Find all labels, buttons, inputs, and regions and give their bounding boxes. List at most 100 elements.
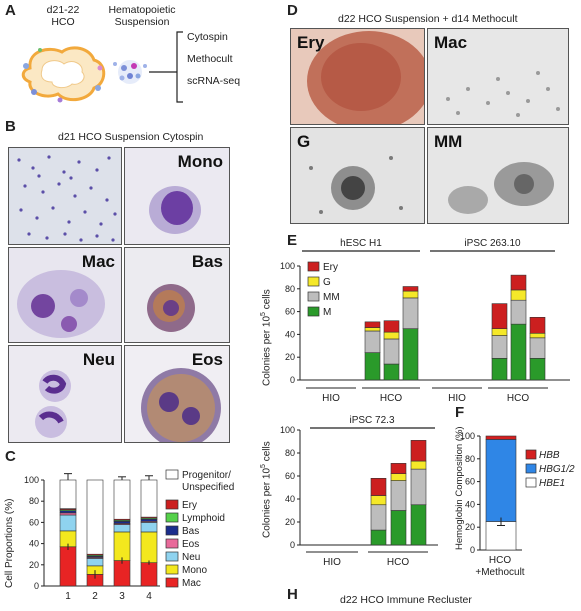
chart-c-legend-swatch [165, 499, 179, 510]
chart-e-bottom-x-tick-label: HIO [323, 557, 341, 568]
chart-e-bottom-bar-segment [390, 480, 407, 511]
chart-e-top-legend-swatch [307, 276, 320, 287]
chart-e-top-bar-segment [402, 290, 419, 299]
chart-e-top-y-tick-label: 60 [285, 307, 295, 317]
chart-c-legend-swatch [165, 577, 179, 588]
chart-f-y-tick-label: 100 [460, 431, 475, 441]
assay-bracket [149, 31, 183, 103]
chart-e-bottom-bar-segment [390, 510, 407, 546]
assay-list: Cytospin Methocult scRNA-seq [187, 26, 240, 92]
chart-e-top-bar-segment [491, 328, 508, 336]
chart-e-bottom-bar-segment [410, 440, 427, 462]
chart-e-top-legend-label: G [323, 277, 331, 288]
chart-c-x-tick-label: 4 [146, 591, 152, 602]
chart-e-top-bar-segment [529, 317, 546, 334]
chart-f-x-label: +Methocult [475, 567, 524, 578]
chart-c-y-tick-label: 0 [34, 581, 39, 591]
chart-e-top-bar-segment [529, 337, 546, 359]
chart-c-legend-label: Ery [182, 500, 197, 511]
suspension-label: Hematopoietic Suspension [108, 4, 176, 28]
methocult-g-image: G [290, 127, 425, 224]
chart-e-bottom-y-tick-label: 20 [285, 517, 295, 527]
chart-f-y-tick-label: 40 [465, 499, 475, 509]
chart-f-bar-segment [485, 435, 517, 440]
chart-c-bar-segment [140, 522, 158, 533]
chart-e-bottom-group-label: iPSC 72.3 [349, 415, 394, 426]
chart-f-legend-label: HBE1 [539, 478, 565, 489]
chart-e-top-bar-segment [364, 352, 381, 381]
chart-c-legend-label: Eos [182, 539, 199, 550]
chart-e-top-legend-swatch [307, 291, 320, 302]
panel-d-title: d22 HCO Suspension + d14 Methocult [338, 13, 518, 25]
chart-c-bar-segment [86, 558, 104, 567]
chart-c-legend-label: Unspecified [182, 482, 234, 493]
chart-e-bottom-bar-segment [370, 529, 387, 546]
chart-e-top-legend-swatch [307, 261, 320, 272]
chart-c-bar-segment [140, 518, 158, 522]
chart-e-top-legend-label: MM [323, 292, 340, 303]
chart-e-top-y-tick-label: 80 [285, 284, 295, 294]
chart-e-top-bar-segment [510, 299, 527, 325]
chart-c-legend-label: Mono [182, 565, 207, 576]
chart-c-y-tick-label: 20 [29, 560, 39, 570]
panel-a-letter: A [5, 2, 16, 19]
chart-e-top-bar-segment [491, 335, 508, 359]
chart-e-top-y-tick-label: 40 [285, 329, 295, 339]
chart-c-bar-segment [140, 479, 158, 518]
chart-c-y-tick-label: 60 [29, 517, 39, 527]
chart-c-bar-segment [59, 546, 77, 587]
chart-c-legend-swatch [165, 538, 179, 549]
chart-f-y-tick-label: 60 [465, 477, 475, 487]
methocult-mm-image: MM [427, 127, 569, 224]
chart-c-legend-label: Progenitor/ [182, 470, 231, 481]
chart-c-legend-label: Bas [182, 526, 199, 537]
chart-e-bottom-bar-segment [410, 504, 427, 546]
chart-c-legend-label: Mac [182, 578, 201, 589]
chart-e-bottom-y-tick-label: 0 [290, 540, 295, 550]
chart-c-y-tick-label: 40 [29, 539, 39, 549]
chart-e-bottom-x-tick-label: HCO [387, 557, 409, 568]
chart-e-top-bar-segment [510, 289, 527, 301]
chart-c-y-tick-label: 100 [24, 475, 39, 485]
panel-b-title: d21 HCO Suspension Cytospin [58, 131, 204, 143]
chart-c-bar-segment [86, 479, 104, 555]
chart-f-y-tick-label: 20 [465, 522, 475, 532]
assay-item: scRNA-seq [187, 75, 241, 87]
organoid-label: d21-22 HCO [46, 4, 80, 28]
chart-c-legend-swatch [165, 525, 179, 536]
cytospin-mac-image: Mac [8, 247, 122, 343]
chart-c-bar-segment [59, 512, 77, 516]
chart-e-top-x-tick-label: HCO [507, 393, 529, 404]
methocult-mm-label: MM [434, 132, 463, 151]
chart-e-top-bar-segment [364, 330, 381, 353]
chart-e-bottom-y-tick-label: 40 [285, 494, 295, 504]
chart-c-bar-segment [59, 514, 77, 532]
methocult-ery-image: Ery [290, 28, 425, 125]
chart-e-top-legend-label: M [323, 307, 331, 318]
chart-e-top-bar-segment [491, 358, 508, 381]
chart-e-top-y-tick-label: 100 [280, 261, 295, 271]
chart-e-bottom-bar-segment [370, 478, 387, 496]
chart-e-top-bar-segment [402, 328, 419, 381]
cytospin-eos-image: Eos [124, 345, 230, 443]
chart-c-legend-swatch [165, 551, 179, 562]
chart-e-bottom-bar-segment [390, 463, 407, 474]
cytospin-bas-image: Bas [124, 247, 230, 343]
chart-e-top-y-tick-label: 0 [290, 375, 295, 385]
chart-e-bottom-bar-segment [370, 495, 387, 506]
chart-f-y-tick-label: 0 [470, 545, 475, 555]
methocult-g-label: G [297, 132, 311, 151]
chart-c-bar-segment [59, 479, 77, 509]
chart-f-bar-segment [485, 439, 517, 522]
panel-c-chart: 0 20 40 60 80 100 1 2 3 4 Progenitor/Unspecified Er… [24, 469, 234, 602]
chart-f-bar-segment [485, 521, 517, 551]
chart-f-legend-swatch [525, 477, 537, 488]
chart-e-top-legend-label: Ery [323, 262, 338, 273]
chart-e-top-bar-segment [402, 286, 419, 292]
methocult-mac-image: Mac [427, 28, 569, 125]
chart-e-top-bar-segment [364, 321, 381, 328]
chart-e-top-bar-segment [383, 331, 400, 340]
assay-item: Cytospin [187, 31, 228, 43]
cytospin-mono-image: Mono [124, 147, 230, 245]
panel-e-letter: E [287, 232, 298, 249]
